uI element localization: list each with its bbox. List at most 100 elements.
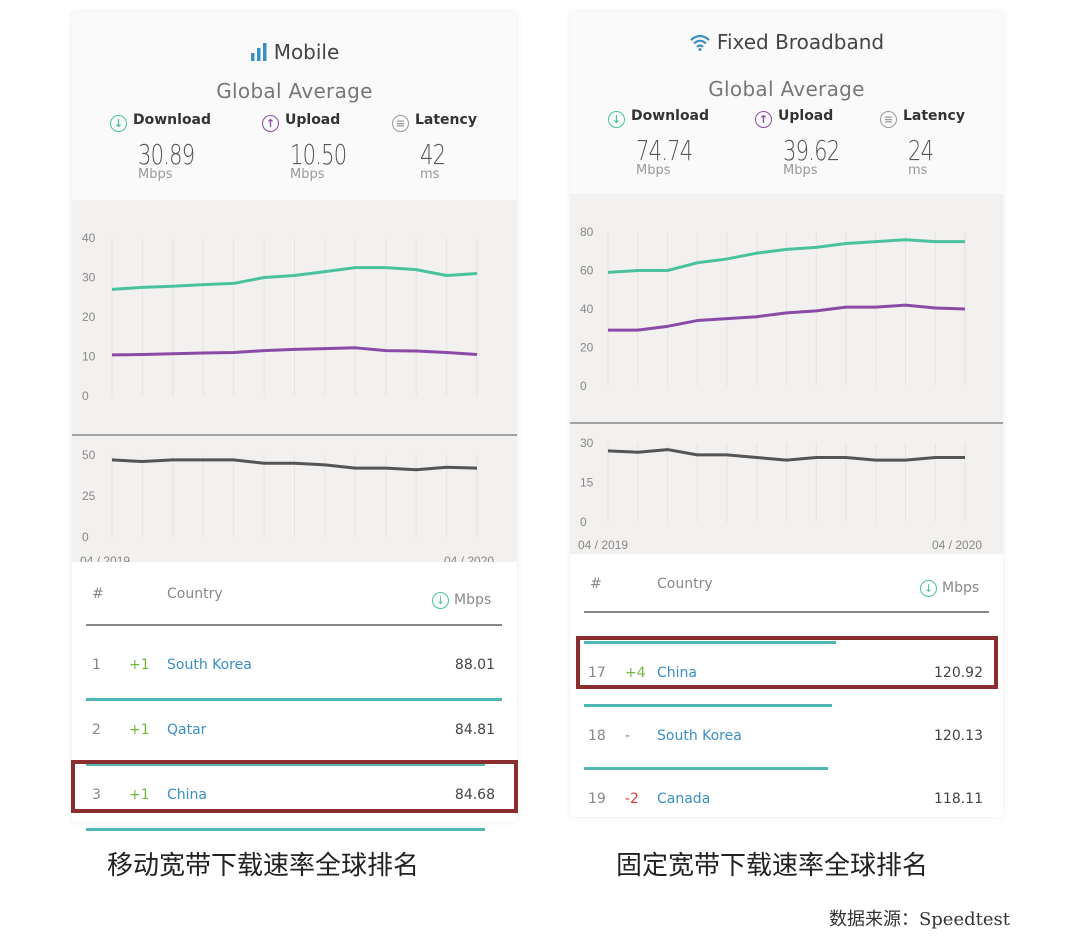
mobile-download-value: 30.89 bbox=[138, 138, 195, 171]
fixed-x-start-label: 04 / 2019 bbox=[578, 538, 628, 552]
mobile-speed-chart-ytick-label: 0 bbox=[82, 389, 89, 403]
rank-cell: 19 bbox=[588, 791, 606, 807]
rank-cell: 1 bbox=[92, 657, 101, 673]
mobile-upload-metric: ↑ Upload 10.50 Mbps bbox=[262, 112, 382, 182]
latency-icon: ≡ bbox=[392, 115, 409, 132]
table-row[interactable]: 17 +4 China 120.92 bbox=[570, 653, 1003, 693]
row-speed-bar bbox=[584, 704, 832, 707]
china-highlight-box-fixed bbox=[576, 636, 998, 689]
col-mbps-header: ↓ Mbps bbox=[920, 580, 979, 597]
fixed-speed-chart-ytick-label: 80 bbox=[580, 225, 594, 239]
mobile-speed-chart-ytick-label: 30 bbox=[82, 271, 96, 285]
signal-bars-icon bbox=[250, 42, 268, 66]
speed-value-cell: 120.13 bbox=[934, 728, 983, 744]
row-speed-bar bbox=[86, 828, 486, 831]
mobile-ranking-table: # Country ↓ Mbps 1 +1 South Korea 88.01 2 +1 Qa… bbox=[72, 562, 517, 831]
mobile-caption: 移动宽带下载速率全球排名 bbox=[107, 851, 420, 881]
download-arrow-icon: ↓ bbox=[432, 592, 449, 609]
speed-value-cell: 88.01 bbox=[454, 657, 495, 673]
fixed-title-text: Fixed Broadband bbox=[716, 30, 885, 54]
col-country-header: Country bbox=[657, 576, 713, 592]
mobile-panel: Mobile Global Average ↓ Download 30.89 Mb… bbox=[72, 12, 517, 831]
rank-cell: 2 bbox=[92, 722, 101, 738]
mobile-latency-value: 42 bbox=[420, 138, 446, 171]
table-header-divider bbox=[86, 624, 502, 626]
mobile-chart: 0 10 20 30 40 0 25 50 04 / 2019 04 / 2020 bbox=[72, 200, 517, 568]
country-name-link[interactable]: South Korea bbox=[167, 657, 252, 673]
speed-value-cell: 84.68 bbox=[454, 787, 495, 803]
fixed-x-end-label: 04 / 2020 bbox=[932, 538, 982, 552]
speed-value-cell: 84.81 bbox=[454, 722, 495, 738]
col-rank-header: # bbox=[590, 576, 602, 592]
fixed-upload-metric: ↑ Upload 39.62 Mbps bbox=[755, 108, 875, 178]
row-speed-bar bbox=[584, 641, 836, 644]
download-arrow-icon: ↓ bbox=[920, 580, 937, 597]
mobile-speed-chart-ytick-label: 20 bbox=[82, 310, 96, 324]
rank-cell: 18 bbox=[588, 728, 606, 744]
country-name-link[interactable]: Canada bbox=[657, 791, 711, 807]
fixed-upload-value: 39.62 bbox=[783, 134, 840, 167]
mobile-upload-value: 10.50 bbox=[290, 138, 347, 171]
download-arrow-icon: ↓ bbox=[110, 115, 127, 132]
rank-change-cell: +1 bbox=[129, 657, 150, 673]
fixed-speed-chart-ytick-label: 60 bbox=[580, 264, 594, 278]
mobile-latency-chart-ytick-label: 0 bbox=[82, 530, 89, 544]
fixed-caption: 固定宽带下载速率全球排名 bbox=[616, 851, 929, 881]
rank-cell: 3 bbox=[92, 787, 101, 803]
fixed-speed-chart-ytick-label: 0 bbox=[580, 379, 587, 393]
rank-change-cell: +1 bbox=[129, 787, 150, 803]
mobile-subtitle: Global Average bbox=[216, 79, 373, 103]
row-speed-bar bbox=[86, 698, 502, 701]
table-row[interactable]: 1 +1 South Korea 88.01 bbox=[72, 645, 517, 685]
fixed-chart: 0 20 40 60 80 0 15 30 04 / 2019 04 / 2020 bbox=[570, 194, 1003, 554]
mobile-latency-chart-ytick-label: 25 bbox=[82, 489, 96, 503]
fixed-download-value: 74.74 bbox=[636, 134, 693, 167]
fixed-speed-chart-ytick-label: 20 bbox=[580, 341, 594, 355]
mobile-speed-chart-ytick-label: 40 bbox=[82, 231, 96, 245]
source-note: 数据来源：Speedtest bbox=[828, 909, 1010, 930]
fixed-speed-chart-ytick-label: 40 bbox=[580, 302, 594, 316]
country-name-link[interactable]: Qatar bbox=[167, 722, 207, 738]
speed-value-cell: 120.92 bbox=[934, 665, 983, 681]
table-row[interactable]: 18 - South Korea 120.13 bbox=[570, 716, 1003, 756]
rank-change-cell: +1 bbox=[129, 722, 150, 738]
download-arrow-icon: ↓ bbox=[608, 111, 625, 128]
speed-value-cell: 118.11 bbox=[934, 791, 983, 807]
country-name-link[interactable]: South Korea bbox=[657, 728, 742, 744]
fixed-latency-metric: ≡ Latency 24 ms bbox=[880, 108, 1000, 178]
mobile-speed-chart-ytick-label: 10 bbox=[82, 350, 96, 364]
table-header-divider bbox=[584, 611, 989, 613]
mobile-latency-metric: ≡ Latency 42 ms bbox=[392, 112, 512, 182]
fixed-chart-svg: 0 20 40 60 80 0 15 30 04 / 2019 04 / 2020 bbox=[570, 225, 1003, 552]
mobile-latency-chart-ytick-label: 50 bbox=[82, 448, 96, 462]
row-speed-bar bbox=[86, 763, 486, 766]
fixed-panel: Fixed Broadband Global Average ↓ Download… bbox=[570, 12, 1003, 817]
latency-icon: ≡ bbox=[880, 111, 897, 128]
fixed-latency-value: 24 bbox=[908, 134, 934, 167]
rank-change-cell: +4 bbox=[625, 665, 646, 681]
fixed-title: Fixed Broadband bbox=[570, 30, 1003, 56]
wifi-icon bbox=[689, 32, 711, 56]
mobile-title: Mobile bbox=[72, 40, 517, 66]
fixed-latency-chart-ytick-label: 0 bbox=[580, 515, 587, 529]
country-name-link[interactable]: China bbox=[657, 665, 697, 681]
rank-change-cell: - bbox=[625, 728, 631, 744]
table-row[interactable]: 19 -2 Canada 118.11 bbox=[570, 779, 1003, 819]
fixed-latency-chart-ytick-label: 15 bbox=[580, 476, 594, 490]
mobile-download-metric: ↓ Download 30.89 Mbps bbox=[110, 112, 230, 182]
fixed-subtitle: Global Average bbox=[708, 77, 865, 101]
col-mbps-header: ↓ Mbps bbox=[432, 592, 491, 609]
fixed-download-metric: ↓ Download 74.74 Mbps bbox=[608, 108, 728, 178]
row-speed-bar bbox=[584, 767, 828, 770]
table-row[interactable]: 3 +1 China 84.68 bbox=[72, 775, 517, 815]
country-name-link[interactable]: China bbox=[167, 787, 207, 803]
rank-change-cell: -2 bbox=[625, 791, 639, 807]
table-row[interactable]: 2 +1 Qatar 84.81 bbox=[72, 710, 517, 750]
col-rank-header: # bbox=[92, 586, 104, 602]
rank-cell: 17 bbox=[588, 665, 606, 681]
upload-arrow-icon: ↑ bbox=[262, 115, 279, 132]
mobile-title-text: Mobile bbox=[273, 40, 340, 64]
china-highlight-box-mobile bbox=[71, 760, 518, 813]
upload-arrow-icon: ↑ bbox=[755, 111, 772, 128]
